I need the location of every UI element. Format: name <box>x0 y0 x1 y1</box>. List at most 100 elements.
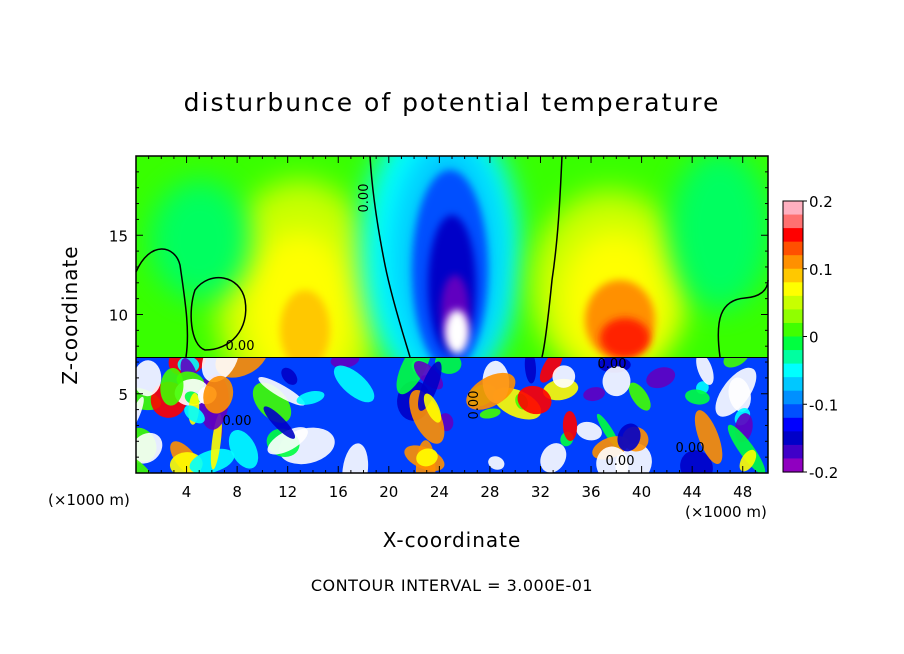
contour-label-1: 0.00 <box>357 184 372 213</box>
lower-patch-51 <box>342 443 369 473</box>
lower-patch-86 <box>466 372 516 410</box>
contour-lines: 0.00 0.00 0.00 0.00 0.00 0.00 0.00 <box>135 155 769 469</box>
x-tick-label-2: 12 <box>278 483 297 501</box>
colorbar-swatch-15 <box>783 404 803 419</box>
upper-blob-14 <box>670 156 768 310</box>
contour-label-2: 0.00 <box>598 357 627 372</box>
contour-label-6: 0.00 <box>606 454 635 469</box>
lower-patch-50 <box>685 389 710 405</box>
lower-patch-65 <box>416 448 438 467</box>
y-tick-label-0: 5 <box>118 386 128 404</box>
lower-patch-63 <box>409 390 445 444</box>
lower-field <box>136 357 768 473</box>
colorbar-swatch-19 <box>783 458 803 473</box>
lower-patch-60 <box>160 367 184 406</box>
colorbar: 0.2 0.1 0 -0.1 -0.2 <box>782 193 838 482</box>
lower-patch-22 <box>524 357 537 384</box>
contour-line-1 <box>369 155 411 358</box>
colorbar-label-4: -0.2 <box>809 464 838 482</box>
colorbar-swatch-14 <box>783 390 803 405</box>
colorbar-swatch-16 <box>783 417 803 432</box>
lower-patch-71 <box>694 410 723 465</box>
lower-patch-33 <box>552 365 576 388</box>
lower-patch-78 <box>263 406 296 439</box>
lower-patch-38 <box>330 357 360 368</box>
y-tick-label-1: 10 <box>109 307 128 325</box>
lower-patch-83 <box>628 382 651 411</box>
x-tick-label-4: 20 <box>379 483 398 501</box>
lower-patch-74 <box>136 454 156 473</box>
contour-line-2 <box>541 155 563 358</box>
contour-line-3 <box>717 279 769 358</box>
lower-patch-79 <box>184 405 205 424</box>
x-tick-label-10: 44 <box>683 483 702 501</box>
x-axis-label: X-coordinate <box>382 528 522 552</box>
lower-patch-66 <box>617 423 641 452</box>
x-tick-label-7: 32 <box>531 483 550 501</box>
lower-patch-3 <box>479 408 501 419</box>
colorbar-swatch-11 <box>783 350 803 365</box>
lower-patch-80 <box>715 367 757 417</box>
x-unit-right: (×1000 m) <box>685 503 767 521</box>
lower-patch-82 <box>739 449 757 472</box>
contour-label-4: 0.00 <box>467 391 482 420</box>
lower-patch-24 <box>576 421 602 441</box>
contour-line-4 <box>190 276 247 351</box>
lower-patch-72 <box>228 429 259 469</box>
lower-patch-44 <box>296 390 325 405</box>
lower-patch-57 <box>488 456 505 470</box>
upper-blob-2 <box>280 290 330 357</box>
x-tick-label-11: 48 <box>733 483 752 501</box>
x-tick-label-5: 24 <box>430 483 449 501</box>
upper-blob-12 <box>600 318 650 357</box>
upper-blob-8 <box>445 310 469 354</box>
colorbar-swatch-12 <box>783 363 803 378</box>
lower-patch-69 <box>136 432 163 464</box>
colorbar-swatch-7 <box>783 295 803 310</box>
contour-interval-note: CONTOUR INTERVAL = 3.000E-01 <box>310 576 594 595</box>
lower-patch-75 <box>267 427 308 455</box>
lower-patch-39 <box>696 357 714 385</box>
colorbar-swatch-18 <box>783 444 803 460</box>
lower-patch-36 <box>646 367 676 389</box>
x-tick-label-3: 16 <box>329 483 348 501</box>
colorbar-label-2: 0 <box>809 329 819 347</box>
x-tick-label-6: 28 <box>480 483 499 501</box>
lower-patch-18 <box>540 443 567 473</box>
contour-label-3: 0.00 <box>223 414 252 429</box>
colorbar-label-1: 0.1 <box>809 261 833 279</box>
lower-patch-70 <box>727 424 766 473</box>
contour-label-0: 0.00 <box>226 339 255 354</box>
lower-patch-49 <box>596 446 629 473</box>
x-tick-label-9: 40 <box>632 483 651 501</box>
upper-field <box>136 156 768 357</box>
lower-patch-76 <box>201 357 240 383</box>
colorbar-label-3: -0.1 <box>809 396 838 414</box>
lower-patch-87 <box>562 411 578 441</box>
lower-patch-85 <box>602 366 631 397</box>
lower-patch-89 <box>281 367 298 385</box>
lower-patch-42 <box>680 450 713 473</box>
lower-patch-77 <box>136 360 162 397</box>
colorbar-swatch-5 <box>783 268 803 283</box>
lower-patch-58 <box>517 385 552 415</box>
colorbar-swatch-0 <box>783 201 803 216</box>
contour-line-0 <box>135 248 189 358</box>
colorbar-swatch-4 <box>783 255 803 270</box>
lower-patch-81 <box>203 375 234 414</box>
colorbar-swatch-10 <box>783 336 803 351</box>
colorbar-swatch-3 <box>783 241 803 256</box>
colorbar-swatch-17 <box>783 431 803 446</box>
upper-blob-13 <box>150 180 250 300</box>
colorbar-swatch-9 <box>783 322 803 338</box>
x-tick-label-1: 8 <box>232 483 242 501</box>
x-tick-label-0: 4 <box>182 483 192 501</box>
colorbar-swatch-6 <box>783 282 803 297</box>
colorbar-swatch-1 <box>783 214 803 229</box>
contour-label-5: 0.00 <box>676 441 705 456</box>
lower-patch-41 <box>333 365 375 403</box>
x-tick-label-8: 36 <box>581 483 600 501</box>
colorbar-label-0: 0.2 <box>809 193 833 211</box>
